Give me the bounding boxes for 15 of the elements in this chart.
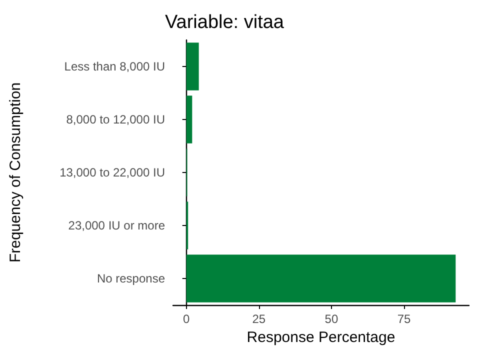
x-axis-title: Response Percentage (246, 328, 396, 346)
y-tick-label: Less than 8,000 IU (64, 60, 165, 74)
x-tick-label: 50 (324, 312, 338, 326)
y-axis-title: Frequency of Consumption (7, 82, 24, 263)
y-tick-label: 13,000 to 22,000 IU (60, 166, 165, 180)
y-tick-label: 23,000 IU or more (68, 218, 166, 232)
x-tick-label: 25 (252, 312, 266, 326)
x-tick-label: 0 (183, 312, 190, 326)
bar (186, 254, 456, 302)
y-tick-label: No response (96, 272, 166, 286)
bar (186, 42, 199, 90)
x-tick-label: 75 (397, 312, 411, 326)
chart-title: Variable: vitaa (165, 12, 284, 33)
bar (186, 96, 192, 144)
y-tick-label: 8,000 to 12,000 IU (66, 112, 165, 126)
